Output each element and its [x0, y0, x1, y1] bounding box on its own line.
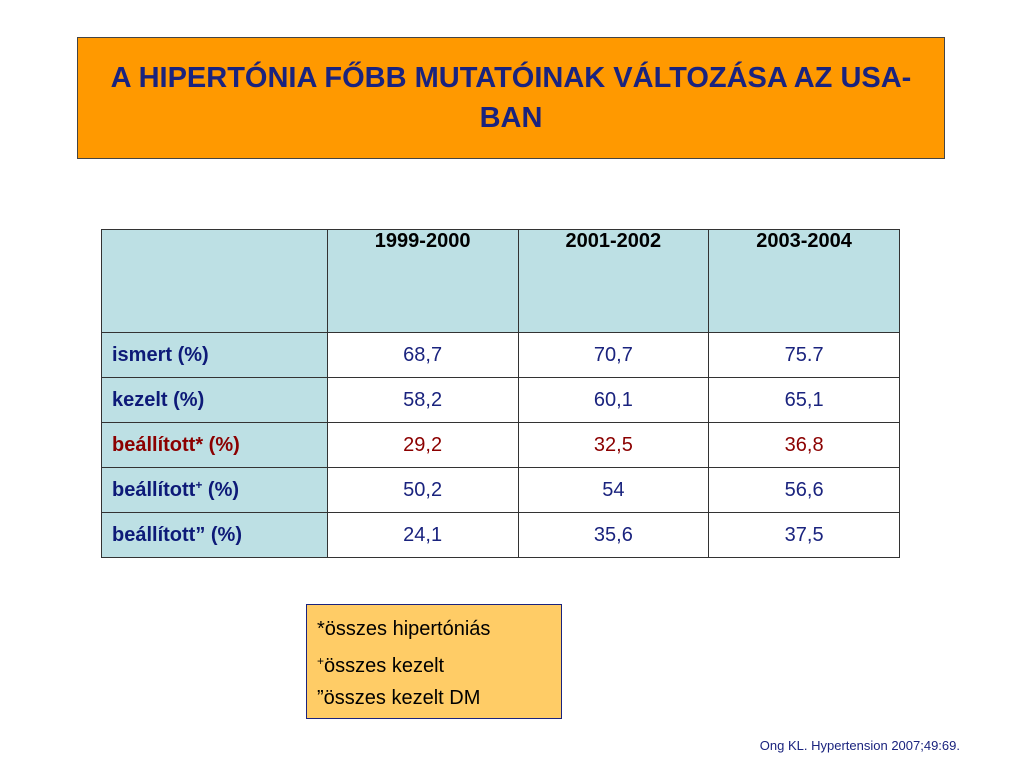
table-cell: 32,5 — [517, 422, 710, 468]
header-cell-1999-2000: 1999-2000 — [326, 229, 519, 333]
table-cell: 29,2 — [326, 422, 519, 468]
citation: Ong KL. Hypertension 2007;49:69. — [759, 738, 960, 753]
footnote-line: ”összes kezelt DM — [317, 687, 481, 709]
footnote-sup: + — [317, 654, 325, 668]
table-row: beállított* (%) 29,2 32,5 36,8 — [101, 422, 900, 468]
table-cell: 65,1 — [708, 377, 900, 423]
table-cell: 70,7 — [517, 332, 710, 378]
row-label: beállított+ (%) — [101, 467, 328, 513]
table-cell: 68,7 — [326, 332, 519, 378]
table-cell: 35,6 — [517, 512, 710, 558]
table-row: ismert (%) 68,7 70,7 75.7 — [101, 332, 900, 378]
table-cell: 24,1 — [326, 512, 519, 558]
table-cell: 36,8 — [708, 422, 900, 468]
table-cell: 54 — [517, 467, 710, 513]
table-cell: 60,1 — [517, 377, 710, 423]
table-cell: 75.7 — [708, 332, 900, 378]
row-label: kezelt (%) — [101, 377, 328, 423]
footnote-box: *összes hipertóniás +összes kezelt ”össz… — [306, 604, 562, 719]
row-label: beállított” (%) — [101, 512, 328, 558]
data-table: 1999-2000 2001-2002 2003-2004 ismert (%)… — [101, 229, 900, 558]
title-banner: A HIPERTÓNIA FŐBB MUTATÓINAK VÁLTOZÁSA A… — [77, 37, 945, 159]
header-cell-empty — [101, 229, 328, 333]
header-cell-2003-2004: 2003-2004 — [708, 229, 900, 333]
table-row: kezelt (%) 58,2 60,1 65,1 — [101, 377, 900, 423]
table-cell: 58,2 — [326, 377, 519, 423]
row-label-main: beállított — [112, 479, 196, 501]
page-title: A HIPERTÓNIA FŐBB MUTATÓINAK VÁLTOZÁSA A… — [110, 62, 912, 134]
table-row: beállított” (%) 24,1 35,6 37,5 — [101, 512, 900, 558]
row-label-tail: (%) — [202, 479, 240, 501]
footnote-text: összes kezelt — [324, 655, 445, 677]
row-label-sup: + — [195, 478, 203, 492]
header-cell-2001-2002: 2001-2002 — [517, 229, 710, 333]
footnote-line: *összes hipertóniás — [317, 618, 491, 640]
table-header-row: 1999-2000 2001-2002 2003-2004 — [101, 229, 900, 333]
table-cell: 50,2 — [326, 467, 519, 513]
table-cell: 56,6 — [708, 467, 900, 513]
table-cell: 37,5 — [708, 512, 900, 558]
row-label: beállított* (%) — [101, 422, 328, 468]
footnote-line: +összes kezelt — [317, 645, 551, 682]
row-label: ismert (%) — [101, 332, 328, 378]
table-row: beállított+ (%) 50,2 54 56,6 — [101, 467, 900, 513]
